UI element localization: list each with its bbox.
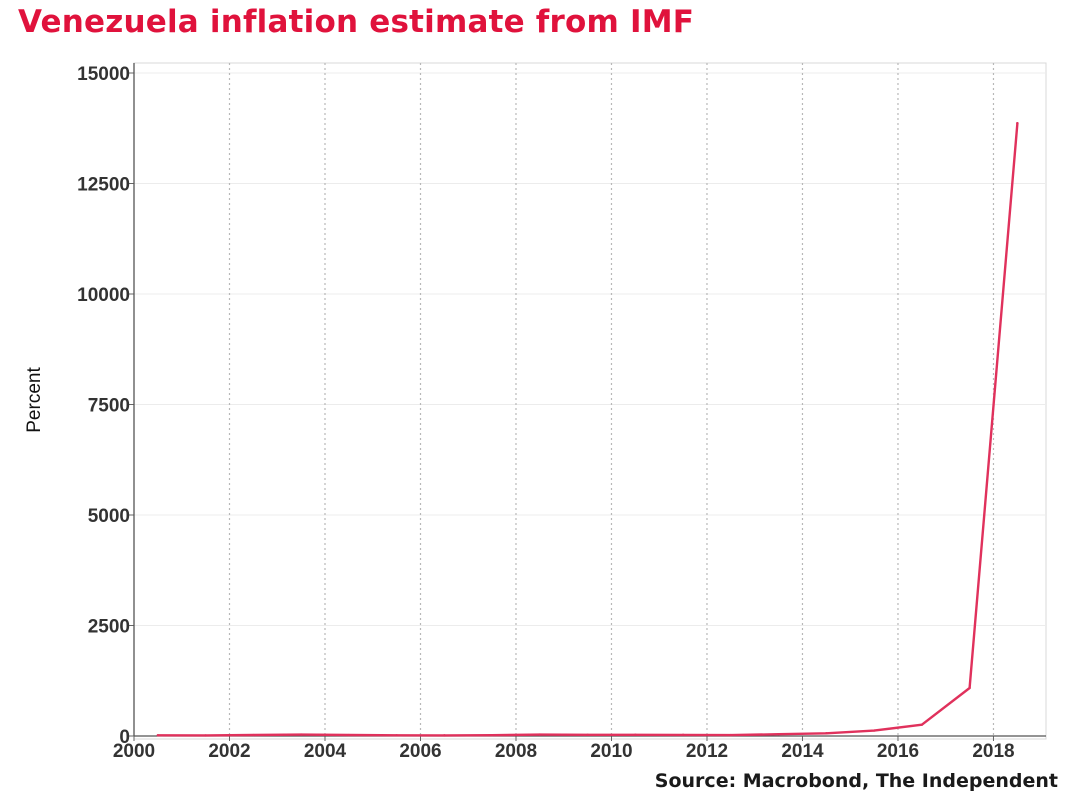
x-tick-label: 2010	[590, 741, 632, 762]
data-point	[204, 734, 207, 737]
x-tick-label: 2012	[686, 741, 728, 762]
source-note: Source: Macrobond, The Independent	[654, 770, 1058, 792]
data-point	[538, 733, 542, 736]
x-gridlines	[228, 63, 995, 736]
x-tick-label: 2016	[877, 741, 919, 762]
data-point	[443, 734, 446, 737]
data-point	[729, 733, 733, 737]
x-tick-label: 2004	[304, 741, 347, 762]
series-group	[156, 121, 1019, 737]
x-tick-label: 2008	[495, 741, 537, 762]
data-point	[825, 732, 828, 735]
data-point	[252, 733, 255, 737]
y-tick-labels: 0 2500 5000 7500 10000 12500 15000	[77, 64, 130, 748]
axes	[128, 63, 1046, 741]
plot-frame	[133, 62, 1047, 740]
x-tick-label: 2018	[972, 741, 1014, 762]
y-tick-label: 2500	[88, 617, 130, 638]
x-tick-label: 2014	[781, 741, 824, 762]
data-point	[968, 686, 971, 690]
y-tick-label: 0	[119, 727, 130, 748]
chart-title: Venezuela inflation estimate from IMF	[18, 4, 695, 40]
y-tick-label: 12500	[77, 175, 130, 196]
data-point	[299, 733, 303, 736]
y-axis-title: Percent	[24, 367, 45, 433]
y-tick-label: 15000	[77, 64, 130, 85]
y-gridlines	[134, 72, 1046, 626]
data-point	[1016, 121, 1019, 125]
data-point	[347, 733, 351, 737]
data-point	[490, 733, 494, 737]
data-point	[681, 733, 685, 737]
x-tick-labels: 2000 2002 2004 2006 2008 2010 2012 2014 2016 2018	[113, 741, 1015, 762]
series-line	[156, 121, 1019, 737]
y-tick-label: 10000	[77, 285, 130, 306]
data-point	[634, 733, 637, 736]
data-point	[395, 734, 398, 737]
data-point	[586, 733, 589, 737]
data-point	[920, 723, 924, 726]
data-point	[777, 732, 780, 736]
x-tick-label: 2002	[208, 741, 250, 762]
y-tick-label: 5000	[88, 506, 130, 527]
y-tick-label: 7500	[88, 396, 130, 417]
x-tick-label: 2000	[113, 741, 155, 762]
data-point	[872, 729, 876, 732]
x-tick-label: 2006	[399, 741, 441, 762]
data-point	[156, 734, 160, 737]
